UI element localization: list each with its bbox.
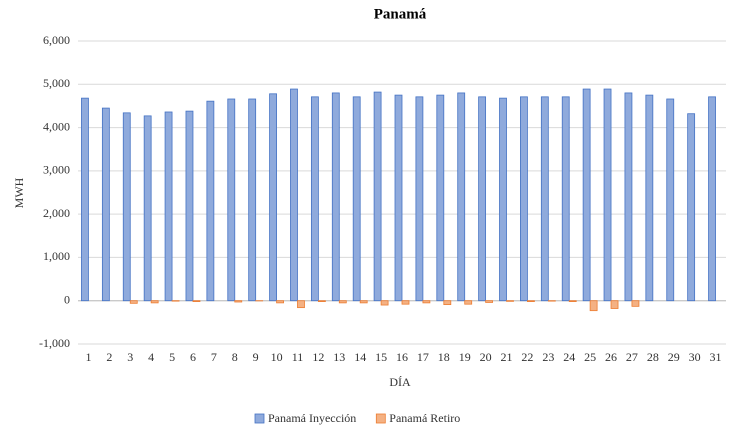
legend-label: Panamá Inyección: [268, 411, 356, 425]
bar: [129, 300, 138, 304]
bar: [317, 300, 326, 302]
y-tick-label: -1,000: [39, 336, 70, 350]
y-tick-label: 2,000: [43, 206, 70, 220]
bar: [143, 115, 152, 302]
bar: [499, 97, 507, 302]
x-tick-label: 18: [438, 350, 450, 364]
x-tick-label: 23: [542, 350, 554, 364]
x-tick-label: 27: [626, 350, 638, 364]
bar: [610, 300, 619, 309]
x-tick-label: 8: [232, 350, 238, 364]
y-tick-label: 4,000: [43, 119, 70, 133]
bar: [436, 94, 445, 302]
bar: [122, 112, 131, 302]
x-tick-label: 19: [459, 350, 471, 364]
y-tick-label: 0: [64, 292, 70, 306]
bar: [331, 92, 340, 302]
bar: [603, 88, 612, 302]
legend-swatch: [375, 413, 386, 424]
bar: [687, 113, 696, 302]
bar: [359, 300, 368, 304]
x-tick-label: 29: [668, 350, 680, 364]
bar: [624, 92, 633, 302]
x-tick-label: 12: [312, 350, 324, 364]
bar: [485, 300, 494, 303]
x-tick-label: 28: [647, 350, 659, 364]
bar: [248, 98, 257, 302]
x-tick-label: 20: [480, 350, 492, 364]
bar: [401, 300, 410, 305]
bar: [520, 96, 528, 302]
bar: [506, 300, 514, 302]
x-tick-label: 6: [190, 350, 196, 364]
bar: [568, 300, 577, 302]
x-tick-label: 7: [211, 350, 217, 364]
x-tick-label: 30: [689, 350, 701, 364]
bar: [234, 300, 243, 303]
bar: [457, 92, 466, 302]
x-tick-label: 1: [85, 350, 91, 364]
bar: [297, 300, 305, 309]
bar: [561, 96, 570, 302]
bar: [582, 88, 591, 302]
x-tick-label: 16: [396, 350, 408, 364]
bar: [269, 93, 277, 302]
bar: [415, 96, 424, 302]
bar: [81, 97, 89, 302]
x-tick-label: 4: [148, 350, 154, 364]
bar: [310, 96, 319, 302]
bar: [101, 107, 110, 302]
x-tick-label: 11: [292, 350, 304, 364]
bar: [540, 96, 549, 302]
bar: [206, 100, 215, 302]
x-tick-label: 21: [501, 350, 513, 364]
bar: [338, 300, 347, 304]
bar: [631, 300, 640, 307]
legend-label: Panamá Retiro: [389, 411, 460, 425]
bar: [290, 88, 298, 302]
x-tick-label: 22: [521, 350, 533, 364]
bar: [150, 300, 159, 304]
bar: [464, 300, 473, 305]
x-tick-label: 24: [563, 350, 575, 364]
x-tick-label: 15: [375, 350, 387, 364]
x-tick-label: 3: [127, 350, 133, 364]
bar: [352, 96, 361, 302]
y-tick-label: 3,000: [43, 163, 70, 177]
bar: [708, 96, 716, 302]
x-tick-label: 25: [584, 350, 596, 364]
bar: [394, 94, 403, 302]
bar: [192, 300, 201, 302]
y-axis-title: MWH: [12, 177, 26, 208]
bar: [478, 96, 487, 302]
x-tick-label: 9: [253, 350, 259, 364]
x-tick-label: 2: [106, 350, 112, 364]
y-tick-label: 6,000: [43, 33, 70, 47]
y-tick-label: 1,000: [43, 249, 70, 263]
x-tick-label: 17: [417, 350, 429, 364]
x-tick-label: 26: [605, 350, 617, 364]
y-tick-label: 5,000: [43, 76, 70, 90]
x-tick-label: 14: [354, 350, 366, 364]
bar: [164, 111, 173, 302]
bar: [527, 300, 535, 302]
bar: [380, 300, 389, 306]
bar: [589, 300, 598, 312]
bar: [422, 300, 431, 304]
x-tick-label: 10: [271, 350, 283, 364]
x-tick-label: 31: [710, 350, 722, 364]
bar: [185, 110, 194, 302]
bar: [645, 94, 654, 302]
bar: [276, 300, 284, 304]
bar: [373, 91, 382, 302]
bar: [443, 300, 452, 306]
bar: [666, 98, 675, 302]
x-axis-title: DÍA: [389, 375, 411, 389]
bar: [227, 98, 236, 302]
x-tick-label: 13: [333, 350, 345, 364]
legend-swatch: [254, 413, 265, 424]
chart-title: Panamá: [374, 6, 427, 22]
x-tick-label: 5: [169, 350, 175, 364]
